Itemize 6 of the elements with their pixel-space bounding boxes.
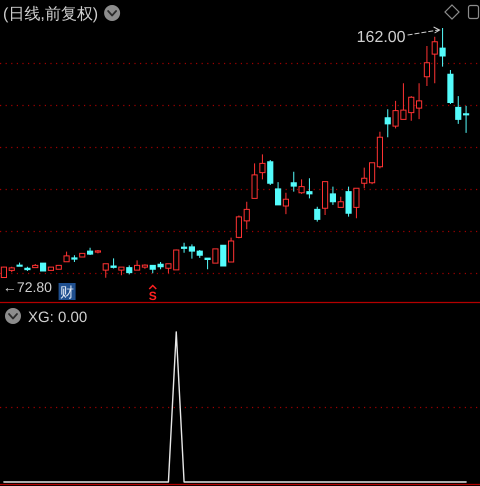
chart-title: XG: 0.00 (28, 309, 88, 326)
text: ←72.80 (2, 279, 52, 295)
chart-title: (日线,前复权) (3, 5, 98, 23)
annotation: 162.00 (356, 29, 406, 46)
text: S (148, 289, 157, 303)
text: 财 (60, 284, 74, 300)
